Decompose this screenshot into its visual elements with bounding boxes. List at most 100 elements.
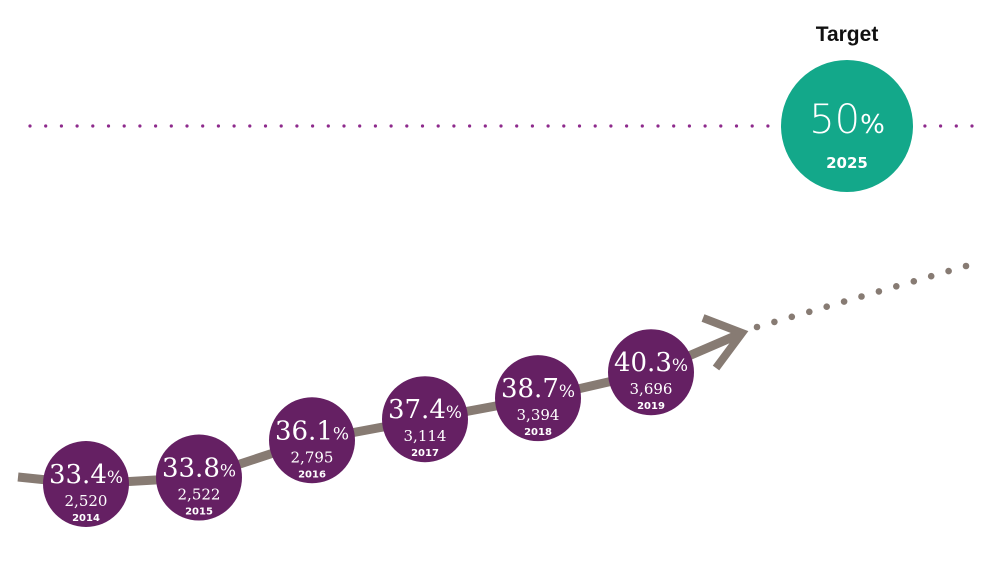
target-line-dot (750, 124, 754, 128)
target-line-dot (656, 124, 660, 128)
point-circle (156, 434, 242, 521)
target-year: 2025 (826, 154, 868, 172)
target-line-dot (122, 124, 126, 128)
point-percent-number: 33.4 (49, 460, 107, 490)
data-point-2017: 37.4% 3,114 2017 (382, 376, 468, 463)
point-year-label: 2016 (298, 469, 326, 480)
target-percent: 50% (809, 97, 885, 143)
data-point-2014: 33.4% 2,520 2014 (43, 441, 129, 527)
point-count-label: 3,696 (630, 380, 673, 398)
target-line-dot (609, 124, 613, 128)
target-line-dot (515, 124, 519, 128)
point-percent-sign: % (446, 403, 462, 423)
point-percent-label: 40.3% (614, 348, 688, 378)
target-line-dot (295, 124, 299, 128)
target-circle (781, 60, 913, 192)
point-percent-sign: % (107, 468, 123, 488)
point-year-label: 2017 (411, 448, 439, 459)
target-line-dot (358, 124, 362, 128)
target-line-dot (405, 124, 409, 128)
target-line-dot (483, 124, 487, 128)
point-circle (608, 329, 694, 416)
target-line-dot (499, 124, 503, 128)
point-percent-label: 36.1% (275, 416, 349, 446)
target-line-dot (216, 124, 220, 128)
point-percent-sign: % (333, 424, 349, 444)
point-circle (43, 441, 129, 527)
target-line-dot (593, 124, 597, 128)
target-marker: Target 50% 2025 (781, 23, 913, 192)
point-year-label: 2015 (185, 507, 213, 518)
target-line-dot (169, 124, 173, 128)
target-line-dot (766, 124, 770, 128)
target-line-dot (719, 124, 723, 128)
point-percent-number: 33.8 (162, 454, 220, 484)
target-line-dot (562, 124, 566, 128)
point-circle (269, 397, 355, 484)
point-percent-number: 40.3 (614, 348, 672, 378)
target-line-dot (106, 124, 111, 128)
point-percent-number: 38.7 (501, 374, 559, 404)
target-line-dot (640, 124, 644, 128)
target-line-dot (939, 124, 943, 128)
target-line-dot (546, 124, 550, 128)
point-percent-label: 33.8% (162, 454, 236, 484)
target-line-dot (185, 124, 189, 128)
data-points: 33.4% 2,520 2014 33.8% 2,522 2015 36.1% 2,795 20… (43, 329, 694, 527)
target-line-dot (625, 124, 629, 128)
target-line-dot (389, 124, 393, 128)
target-line-dot (59, 124, 64, 128)
target-line-dot (44, 124, 48, 128)
point-percent-number: 36.1 (275, 416, 333, 446)
point-percent-sign: % (559, 382, 575, 402)
target-label: Target (816, 23, 879, 46)
point-percent-label: 33.4% (49, 460, 123, 490)
target-line-dot (263, 124, 268, 128)
target-line-dot (923, 124, 927, 128)
target-line-dot (954, 124, 958, 128)
trend-projection-dot (927, 272, 935, 280)
target-line-dot (75, 124, 79, 128)
point-year-label: 2014 (72, 513, 100, 524)
target-line-dot (326, 124, 330, 128)
trend-projection-dot (823, 303, 830, 311)
data-point-2015: 33.8% 2,522 2015 (156, 434, 242, 521)
target-line-dot (373, 124, 377, 128)
trend-projection-dot (910, 278, 918, 285)
target-line-dot (420, 124, 425, 128)
trend-projection-dot (893, 283, 900, 290)
target-line-dot (452, 124, 456, 128)
target-line-dot (577, 124, 582, 128)
target-line-dot (279, 124, 283, 128)
target-line-dot (734, 124, 739, 128)
trend-line (17, 262, 970, 489)
target-line-dot (201, 124, 205, 128)
trend-projection-dot (753, 323, 761, 331)
point-circle (382, 376, 468, 463)
target-line-dot (672, 124, 676, 128)
target-line-dot (342, 124, 346, 128)
point-percent-sign: % (220, 462, 236, 482)
trend-projection-dot (945, 267, 952, 275)
target-line-dot (28, 124, 32, 128)
target-line-dot (703, 124, 707, 128)
trend-projection-dot (771, 318, 778, 326)
trend-projection-dot (840, 298, 848, 305)
point-count-label: 2,522 (178, 486, 221, 504)
target-line-dot (468, 124, 472, 128)
data-point-2018: 38.7% 3,394 2018 (495, 355, 581, 442)
point-year-label: 2018 (524, 427, 552, 438)
trend-arrow-head (701, 314, 749, 371)
data-point-2019: 40.3% 3,696 2019 (608, 329, 694, 416)
target-line-dot (138, 124, 142, 128)
target-line-dot (970, 124, 974, 128)
target-line-dot (248, 124, 252, 128)
trend-projection-dot (788, 313, 796, 321)
point-count-label: 2,795 (291, 448, 334, 466)
trend-projection-dot (806, 308, 813, 316)
point-percent-label: 37.4% (388, 395, 462, 425)
target-line-dot (91, 124, 95, 128)
point-count-label: 2,520 (65, 492, 108, 510)
target-percent-number: 50 (809, 97, 860, 143)
